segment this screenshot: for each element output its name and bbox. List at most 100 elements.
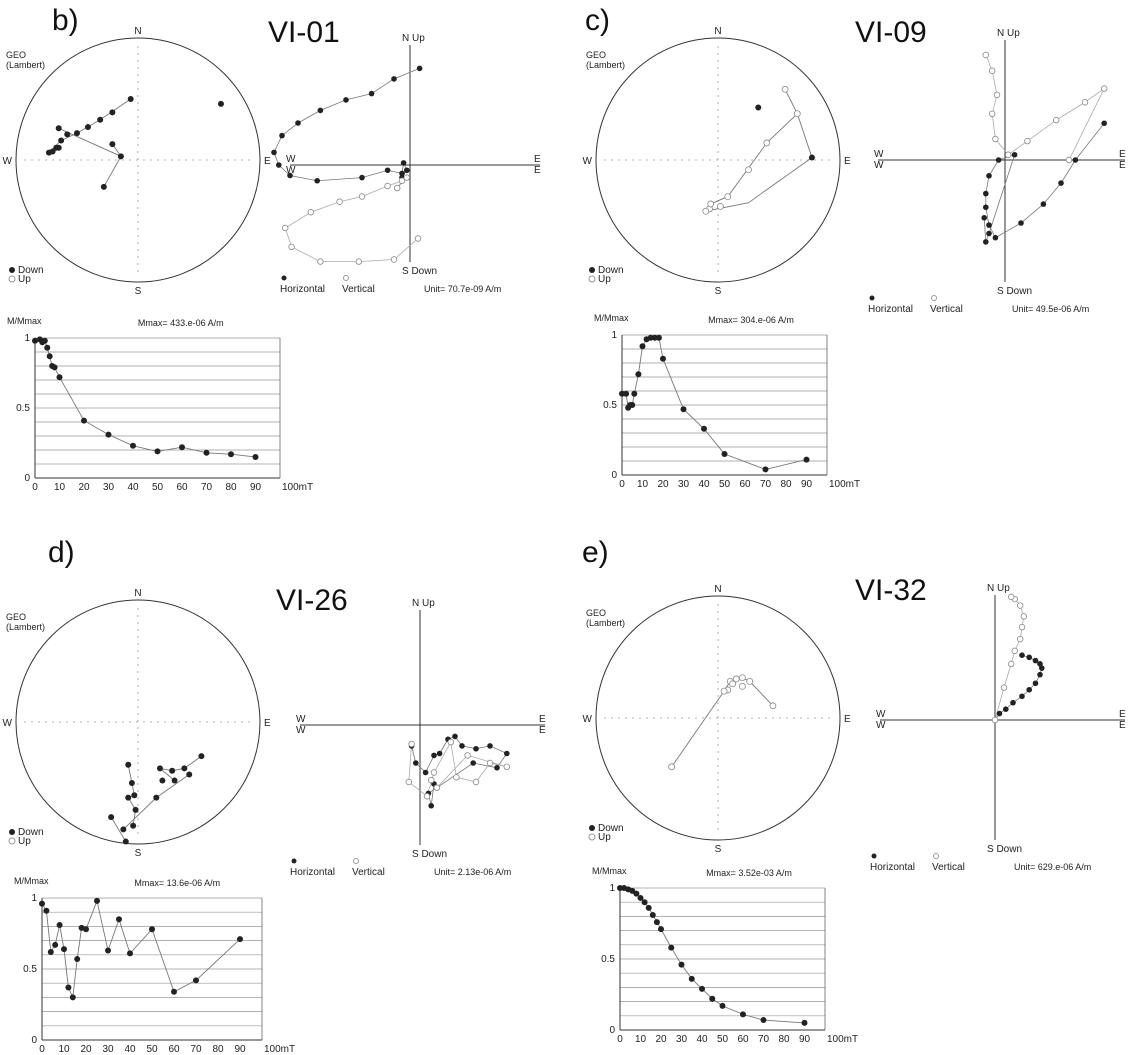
demag-point — [699, 985, 705, 992]
stereonet-east: E — [844, 156, 851, 167]
zijderveld-vertical-point — [423, 793, 431, 800]
demag-xtick: 10 — [58, 1044, 70, 1055]
zijderveld-horizontal-point — [470, 760, 477, 766]
stereonet-point-down — [53, 144, 60, 151]
stereonet-point-up — [702, 207, 710, 215]
demag-xtick: 10 — [637, 479, 649, 490]
zijderveld-horizontal-point — [1026, 654, 1032, 661]
demag-point — [47, 948, 54, 955]
stereonet-title-line: (Lambert) — [586, 60, 625, 70]
demag-point — [43, 907, 50, 914]
legend-down-label: Down — [598, 265, 624, 276]
zijderveld-horizontal-point — [1037, 671, 1043, 678]
stereonet-point-down — [64, 131, 71, 138]
stereonet-south: S — [715, 844, 722, 855]
stereonet-south: S — [135, 286, 142, 297]
zijderveld-horizontal-point — [983, 190, 989, 197]
stereonet-point-down — [131, 792, 138, 799]
stereonet-point-down — [97, 116, 104, 123]
legend-up-marker — [588, 833, 596, 841]
legend-horizontal-marker — [291, 858, 297, 864]
demag-point — [688, 975, 695, 982]
zijderveld-east: E — [1119, 709, 1126, 720]
zijderveld-north-up: N Up — [987, 583, 1010, 594]
demag-point — [647, 334, 654, 341]
demag-ytick: 0.5 — [16, 403, 30, 414]
stereonet-point-down — [169, 767, 176, 774]
stereonet-point-down — [122, 838, 129, 845]
zijderveld-west-2: W — [874, 160, 884, 171]
zijderveld-vertical-point — [398, 177, 406, 184]
stereonet-title-line: GEO — [6, 50, 26, 60]
zijderveld-horizontal-point — [436, 750, 443, 757]
zijderveld-horizontal-point — [295, 120, 301, 126]
stereonet-circle — [15, 599, 261, 845]
zijderveld-vertical-point — [1081, 99, 1089, 106]
zijderveld-horizontal-point — [287, 172, 293, 179]
zijderveld-unit: Unit= 629.e-06 A/m — [1014, 862, 1091, 872]
zijderveld-vertical-point — [991, 716, 999, 724]
zijderveld-horizontal-point — [504, 750, 510, 757]
demag-xtick: 70 — [760, 479, 772, 490]
demag-mmax: Mmax= 304.e-06 A/m — [708, 315, 794, 325]
legend-up-marker — [8, 275, 16, 283]
legend-vertical-label: Vertical — [342, 284, 375, 295]
zijderveld-horizontal-point — [459, 743, 465, 749]
stereonet-point-down — [198, 753, 205, 760]
zijderveld-horizontal-point — [359, 174, 365, 181]
zijderveld-vertical-point — [1017, 602, 1024, 609]
demag-xtick: 0 — [619, 479, 625, 490]
legend-vertical-label: Vertical — [352, 867, 385, 878]
zijderveld-horizontal-point — [1039, 665, 1045, 671]
zijderveld-vertical-point — [1005, 151, 1012, 158]
stereonet-point-up — [724, 193, 732, 201]
zijderveld-south-down: S Down — [997, 286, 1032, 297]
stereonet-point-up — [729, 680, 737, 688]
demag-point — [81, 417, 87, 424]
demag-point — [39, 900, 45, 907]
demag-xtick: 70 — [758, 1034, 770, 1045]
stereonet-point-down — [109, 109, 116, 116]
stereonet-point-up — [745, 166, 752, 174]
stereonet-point-down — [186, 771, 193, 778]
zijderveld-vertical-point — [288, 243, 295, 251]
zijderveld-horizontal-point — [986, 222, 992, 228]
legend-horizontal-label: Horizontal — [868, 304, 913, 315]
zijderveld-horizontal-point — [473, 745, 479, 752]
demag-point — [709, 995, 716, 1002]
stereonet-title-line: (Lambert) — [6, 60, 45, 70]
zijderveld-east-2: E — [1119, 720, 1126, 731]
stereonet-west: W — [3, 718, 13, 729]
demag-xtick: 90 — [799, 1034, 811, 1045]
stereonet-point-up — [707, 200, 715, 208]
stereonet-path — [159, 755, 202, 781]
stereonet-point-down — [159, 777, 166, 784]
demag-xtick: 60 — [168, 1044, 180, 1055]
demag-ytick: 0.5 — [23, 964, 37, 975]
legend-down-marker — [589, 825, 595, 831]
demag-ytick: 0 — [609, 1025, 615, 1036]
stereonet-point-up — [720, 687, 728, 695]
demag-xtick: 0 — [617, 1034, 623, 1045]
site-name: VI-26 — [276, 584, 348, 617]
zijderveld-west-2: W — [296, 725, 306, 736]
demag-point — [52, 941, 59, 948]
legend-down-marker — [9, 829, 15, 835]
stereonet-point-down — [217, 100, 224, 107]
zijderveld-vertical-point — [390, 256, 398, 263]
demag-xtick: 20 — [657, 479, 669, 490]
stereonet-south: S — [135, 848, 142, 859]
demag-ytick: 0 — [611, 470, 617, 481]
stereonet-circle — [595, 37, 841, 283]
zijderveld-vertical-point — [307, 209, 314, 216]
demag-point — [74, 956, 81, 963]
stereonet-point-down — [100, 183, 107, 190]
demag-point — [760, 1017, 767, 1024]
demag-point — [655, 334, 662, 341]
demag-xlabel: 100mT — [264, 1044, 295, 1055]
stereonet-point-up — [739, 674, 746, 682]
stereonet-circle — [595, 595, 841, 841]
